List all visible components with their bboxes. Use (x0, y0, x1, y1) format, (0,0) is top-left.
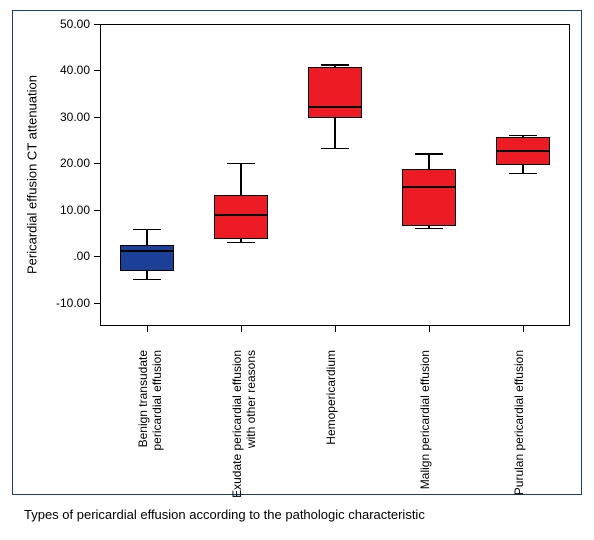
y-tick (94, 256, 100, 257)
x-tick-label: Purulan pericardial effusion (513, 350, 545, 500)
whisker-cap-low (227, 242, 255, 244)
whisker-low (334, 118, 336, 149)
median-line (120, 250, 175, 252)
y-tick (94, 210, 100, 211)
median-line (496, 150, 551, 152)
whisker-cap-low (321, 148, 349, 150)
y-tick-label: 40.00 (42, 63, 90, 77)
whisker-cap-low (509, 173, 537, 175)
chart-caption: Types of pericardial effusion according … (24, 507, 425, 522)
x-tick-label: Malign pericardial effusion (419, 350, 451, 500)
y-tick-label: 10.00 (42, 203, 90, 217)
y-tick-label: 50.00 (42, 17, 90, 31)
x-tick-label: Exudate pericardial effusion with other … (231, 350, 263, 500)
median-line (214, 214, 269, 216)
whisker-high (240, 163, 242, 195)
box (308, 67, 363, 118)
y-tick-label: .00 (42, 249, 90, 263)
x-tick-label: Hemopericardium (325, 350, 357, 500)
whisker-cap-low (415, 228, 443, 230)
y-tick (94, 163, 100, 164)
x-tick (523, 326, 524, 332)
box (402, 169, 457, 226)
y-tick-label: 30.00 (42, 110, 90, 124)
y-tick (94, 24, 100, 25)
whisker-cap-high (509, 135, 537, 137)
x-tick (147, 326, 148, 332)
x-tick (335, 326, 336, 332)
x-tick (429, 326, 430, 332)
whisker-cap-high (227, 163, 255, 165)
whisker-cap-low (133, 279, 161, 281)
y-tick (94, 70, 100, 71)
whisker-high (146, 229, 148, 245)
y-tick-label: 20.00 (42, 156, 90, 170)
whisker-cap-high (321, 64, 349, 66)
box (214, 195, 269, 239)
whisker-cap-high (133, 229, 161, 231)
x-tick-label: Benign transudate pericardial effusion (137, 350, 169, 500)
y-axis-title: Pericardial effusion CT attenuation (25, 55, 40, 295)
median-line (308, 106, 363, 108)
whisker-cap-high (415, 153, 443, 155)
whisker-high (428, 154, 430, 169)
y-tick-label: -10.00 (42, 296, 90, 310)
y-tick (94, 117, 100, 118)
y-tick (94, 303, 100, 304)
x-tick (241, 326, 242, 332)
median-line (402, 186, 457, 188)
